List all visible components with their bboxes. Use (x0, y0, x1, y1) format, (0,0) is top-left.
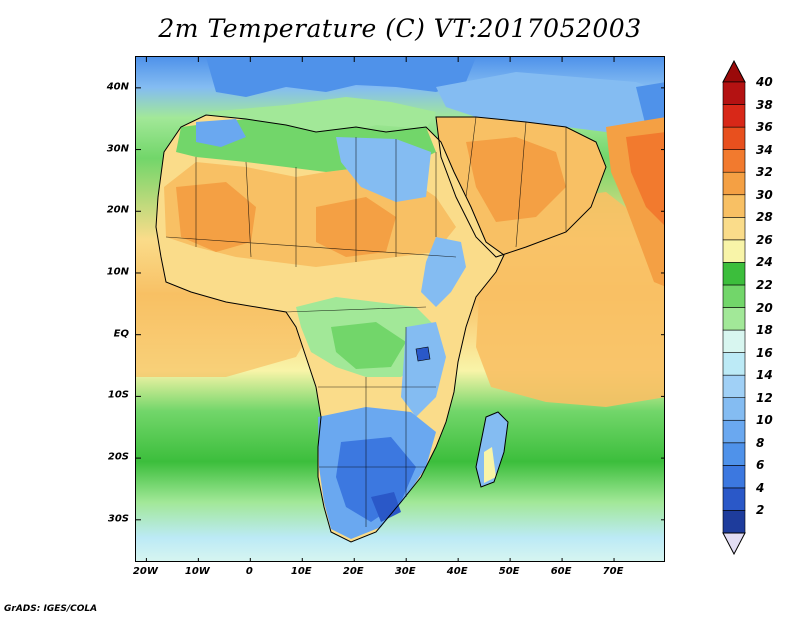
temperature-map (136, 57, 664, 561)
colorbar-level-label: 40 (756, 75, 773, 89)
lon-tick-label: 20W (132, 566, 158, 577)
colorbar-level-label: 22 (756, 277, 773, 292)
colorbar-swatch (722, 104, 746, 128)
colorbar-level-label: 6 (756, 458, 765, 473)
colorbar-swatch (722, 465, 746, 489)
colorbar-level-label: 8 (756, 435, 765, 450)
colorbar-level-label: 16 (756, 345, 773, 360)
gulf-of-guinea-warm-area (136, 292, 311, 377)
lon-tick-label: 10E (290, 566, 312, 577)
colorbar-swatch (722, 329, 746, 353)
india-hot-core (626, 132, 664, 225)
arabia-hot-interior (466, 137, 566, 222)
colorbar-level-label: 2 (756, 503, 765, 518)
lat-tick-label: 20S (107, 451, 129, 463)
map-plot-area (135, 56, 665, 562)
frame-ticks (136, 57, 664, 561)
lake-victoria (415, 346, 431, 362)
colorbar-swatch (722, 307, 746, 331)
lat-tick-label: 20N (106, 204, 129, 216)
colorbar-high-extend-arrow (722, 60, 746, 83)
madagascar-coastline (475, 411, 509, 488)
lon-tick-label: 70E (602, 566, 624, 577)
europe-land (206, 57, 476, 97)
colorbar-level-label: 30 (756, 187, 773, 202)
lat-tick-label: 10N (106, 266, 129, 278)
colorbar-level-label: 4 (756, 480, 765, 495)
lat-tick-label: 40N (106, 81, 129, 93)
east-africa-highlands (401, 322, 446, 417)
colorbar-swatch (722, 262, 746, 286)
arabia-coastline (435, 116, 607, 258)
colorbar-low-extend-arrow (722, 532, 746, 555)
colorbar-swatch (722, 239, 746, 263)
congo-basin (331, 322, 406, 369)
colorbar-swatch (722, 194, 746, 218)
lat-tick-label: 30S (107, 513, 129, 525)
colorbar-swatch (722, 374, 746, 398)
ethiopian-highlands (421, 237, 466, 307)
lesotho-cold-core (371, 492, 401, 522)
colorbar-swatch (722, 352, 746, 376)
colorbar-level-label: 10 (756, 413, 773, 428)
colorbar-swatch (722, 397, 746, 421)
colorbar-level-label: 24 (756, 255, 773, 270)
colorbar-level-label: 12 (756, 390, 773, 405)
colorbar-swatch (722, 284, 746, 308)
grads-credit: GrADS: IGES/COLA (4, 604, 98, 614)
libya-egypt-cool-zone (336, 137, 431, 202)
colorbar-level-label: 36 (756, 120, 773, 135)
lat-tick-label: EQ (113, 328, 129, 340)
colorbar-swatch (722, 149, 746, 173)
country-borders (165, 116, 567, 527)
madagascar-warm-coast (484, 447, 496, 483)
lon-tick-label: 10W (184, 566, 210, 577)
colorbar-swatch (722, 487, 746, 511)
colorbar (722, 60, 746, 555)
colorbar-level-label: 18 (756, 323, 773, 338)
colorbar-level-label: 32 (756, 165, 773, 180)
colorbar-level-label: 28 (756, 210, 773, 225)
lon-tick-label: 50E (498, 566, 520, 577)
colorbar-level-label: 26 (756, 232, 773, 247)
colorbar-swatch (722, 217, 746, 241)
lat-tick-label: 10S (107, 389, 129, 401)
turkey-iran-land (436, 72, 664, 157)
colorbar-level-label: 14 (756, 368, 773, 383)
colorbar-swatch (722, 419, 746, 444)
colorbar-level-label: 34 (756, 142, 773, 157)
atlas-cool-patch (196, 119, 246, 147)
lon-tick-label: 30E (394, 566, 416, 577)
lon-tick-label: 40E (446, 566, 468, 577)
colorbar-swatch (722, 81, 746, 105)
colorbar-swatch (722, 126, 746, 150)
lat-tick-label: 30N (106, 143, 129, 155)
colorbar-swatch (722, 171, 746, 196)
lon-tick-label: 60E (550, 566, 572, 577)
map-title: 2m Temperature (C) VT:2017052003 (158, 14, 642, 43)
colorbar-level-label: 38 (756, 97, 773, 112)
colorbar-level-label: 20 (756, 300, 773, 315)
lon-tick-label: 20E (342, 566, 364, 577)
africa-coastline (155, 114, 505, 543)
colorbar-swatch (722, 510, 746, 534)
lon-tick-label: 0 (245, 566, 253, 577)
colorbar-swatch (722, 442, 746, 466)
